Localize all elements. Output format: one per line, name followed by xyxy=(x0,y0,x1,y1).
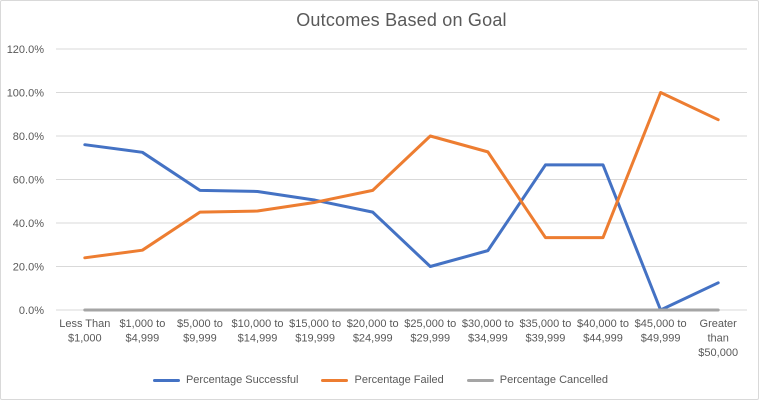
x-axis-tick-label: $30,000 to $34,999 xyxy=(462,318,514,345)
chart-title: Outcomes Based on Goal xyxy=(296,10,507,30)
x-axis-tick-label: Greater than $50,000 xyxy=(698,318,738,359)
y-axis-tick-label: 120.0% xyxy=(7,44,45,56)
legend-line-swatch-cancelled xyxy=(466,378,494,382)
x-axis-tick-label: Less Than $1,000 xyxy=(59,318,110,345)
y-axis-tick-label: 20.0% xyxy=(13,262,44,274)
legend-line-swatch-successful xyxy=(152,378,180,382)
x-axis-tick-label: $5,000 to $9,999 xyxy=(177,318,223,345)
y-axis-tick-label: 100.0% xyxy=(7,88,45,100)
x-axis-tick-label: $15,000 to $19,999 xyxy=(289,318,341,345)
x-axis-tick-label: $20,000 to $24,999 xyxy=(347,318,399,345)
x-axis-tick-label: $10,000 to $14,999 xyxy=(232,318,284,345)
legend-line-swatch-failed xyxy=(321,378,349,382)
legend-label-cancelled: Percentage Cancelled xyxy=(499,374,609,386)
legend-label-failed: Percentage Failed xyxy=(354,374,444,386)
series-line-percentage-successful xyxy=(83,143,720,312)
series-line-percentage-failed xyxy=(83,91,720,260)
y-axis-tick-label: 40.0% xyxy=(13,218,44,230)
y-axis-tick-label: 80.0% xyxy=(13,131,44,143)
legend: Percentage Successful Percentage Failed … xyxy=(1,371,758,389)
legend-item-successful: Percentage Successful xyxy=(152,374,299,386)
x-axis-tick-label: $35,000 to $39,999 xyxy=(519,318,571,345)
x-axis-tick-label: $25,000 to $29,999 xyxy=(404,318,456,345)
x-axis-tick-label: $1,000 to $4,999 xyxy=(119,318,165,345)
y-axis-tick-label: 0.0% xyxy=(19,305,44,317)
x-axis-tick-label: $40,000 to $44,999 xyxy=(577,318,629,345)
legend-label-successful: Percentage Successful xyxy=(185,374,299,386)
x-axis-tick-label: $45,000 to $49,999 xyxy=(635,318,687,345)
y-axis-tick-label: 60.0% xyxy=(13,175,44,187)
legend-item-cancelled: Percentage Cancelled xyxy=(466,374,609,386)
legend-item-failed: Percentage Failed xyxy=(321,374,444,386)
